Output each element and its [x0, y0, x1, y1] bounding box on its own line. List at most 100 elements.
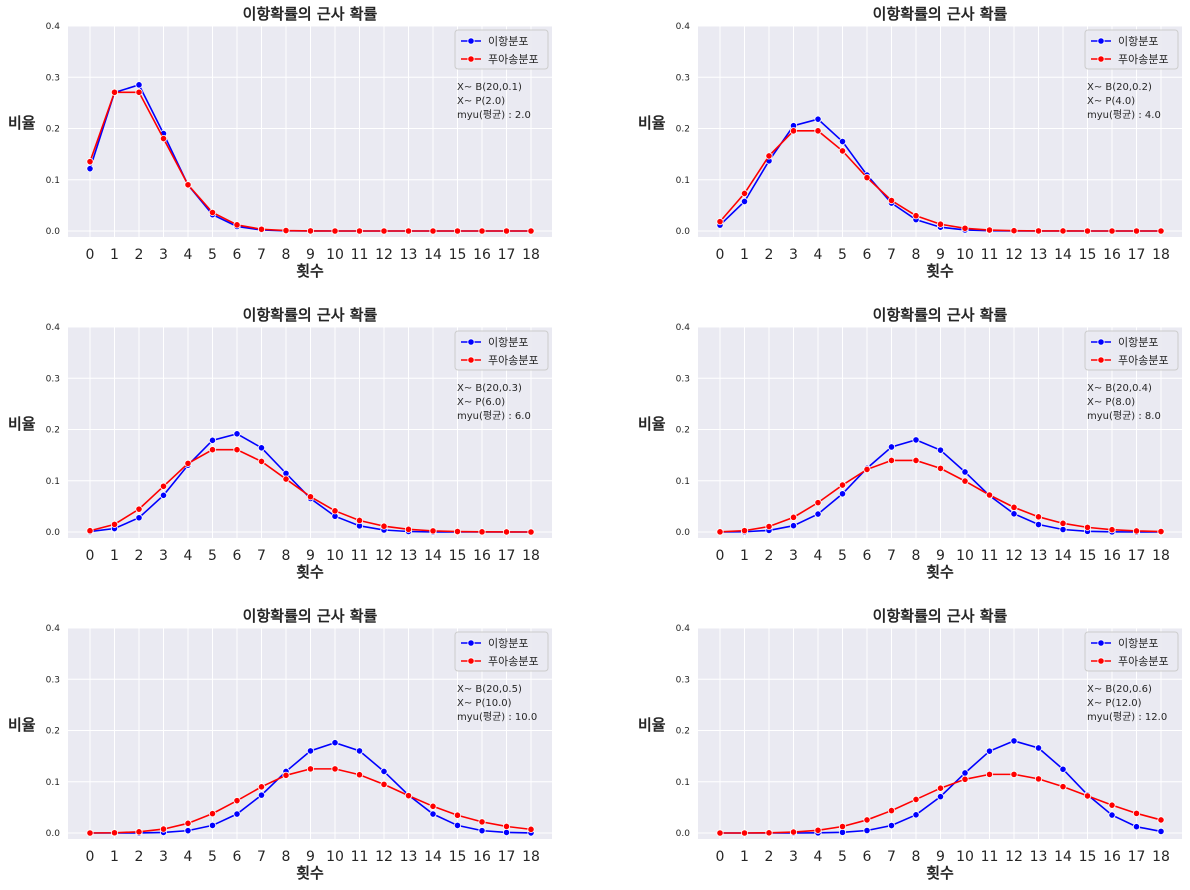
x-tick-label: 10: [326, 548, 344, 564]
chart-panel-3: 0.00.10.20.30.40 1 2 3 4 5 6 7 8 9 10 11 12 13 14 15 16 1…: [8, 306, 552, 581]
data-point-poisson: [135, 828, 143, 836]
data-point-poisson: [1083, 523, 1092, 531]
data-point-poisson: [331, 507, 339, 515]
data-point-poisson: [814, 127, 822, 135]
x-tick-label: 18: [522, 849, 540, 865]
x-axis-label: 횟수: [926, 262, 954, 280]
y-tick-label: 0.4: [676, 323, 691, 333]
y-axis-label: 비율: [638, 716, 666, 734]
x-tick-label: 3: [789, 849, 798, 865]
x-tick-label: 4: [184, 548, 193, 564]
data-point-poisson: [961, 477, 969, 485]
legend-marker: [467, 338, 475, 346]
data-point-poisson: [306, 493, 315, 501]
data-point-binomial: [740, 197, 749, 206]
x-tick-label: 11: [351, 849, 369, 865]
data-point-binomial: [502, 828, 511, 837]
data-point-poisson: [1059, 227, 1067, 235]
x-tick-label: 6: [233, 548, 242, 564]
x-tick-label: 18: [522, 247, 540, 263]
data-point-binomial: [429, 810, 437, 818]
x-tick-label: 5: [208, 849, 217, 865]
data-point-poisson: [404, 227, 413, 235]
x-tick-label: 0: [86, 548, 95, 564]
y-tick-label: 0.2: [676, 125, 690, 135]
data-point-poisson: [355, 227, 364, 235]
data-point-poisson: [789, 513, 798, 521]
legend-marker: [1097, 37, 1105, 45]
data-point-binomial: [1157, 827, 1165, 836]
x-tick-label: 6: [863, 247, 872, 263]
x-tick-label: 0: [716, 548, 725, 564]
y-tick-label: 0.4: [46, 624, 61, 634]
annotation-text: X~ P(2.0): [457, 96, 505, 107]
chart-panel-6: 0.00.10.20.30.40 1 2 3 4 5 6 7 8 9 10 11 12 13 14 15 16 1…: [638, 607, 1182, 882]
data-point-poisson: [1034, 227, 1043, 235]
y-axis-label: 비율: [638, 114, 666, 132]
data-point-binomial: [355, 747, 364, 755]
y-tick-label: 0.4: [676, 22, 691, 32]
x-tick-label: 12: [375, 247, 393, 263]
legend-label: 이항분포: [1118, 336, 1158, 349]
data-point-binomial: [135, 514, 143, 522]
data-point-poisson: [478, 227, 486, 235]
y-tick-label: 0.4: [46, 323, 61, 333]
x-tick-label: 6: [863, 548, 872, 564]
y-tick-label: 0.0: [676, 227, 691, 237]
data-point-poisson: [86, 158, 94, 166]
y-tick-label: 0.2: [46, 727, 60, 737]
y-tick-label: 0.1: [676, 176, 690, 186]
legend-marker: [467, 356, 475, 364]
data-point-poisson: [1108, 801, 1116, 809]
data-point-poisson: [912, 795, 920, 804]
data-point-poisson: [1010, 227, 1018, 235]
data-point-poisson: [306, 765, 315, 773]
x-tick-label: 8: [912, 247, 921, 263]
chart-panel-4: 0.00.10.20.30.40 1 2 3 4 5 6 7 8 9 10 11 12 13 14 15 16 1…: [638, 306, 1182, 581]
legend-marker: [1097, 356, 1105, 364]
x-tick-label: 11: [351, 548, 369, 564]
data-point-poisson: [502, 822, 511, 831]
x-tick-label: 10: [956, 247, 974, 263]
x-tick-label: 4: [814, 849, 823, 865]
legend-label: 푸아송분포: [488, 354, 539, 367]
y-tick-label: 0.3: [676, 675, 690, 685]
x-tick-label: 3: [159, 548, 168, 564]
y-axis-label: 비율: [8, 114, 36, 132]
x-tick-label: 0: [86, 849, 95, 865]
x-tick-label: 3: [789, 247, 798, 263]
x-tick-label: 18: [522, 548, 540, 564]
y-tick-label: 0.3: [676, 374, 690, 384]
x-tick-label: 17: [498, 548, 516, 564]
data-point-poisson: [404, 792, 413, 800]
legend-marker: [1097, 657, 1105, 665]
data-point-poisson: [789, 127, 798, 135]
x-tick-label: 7: [887, 548, 896, 564]
x-tick-label: 6: [233, 247, 242, 263]
data-point-binomial: [936, 446, 945, 454]
x-tick-label: 9: [306, 548, 315, 564]
y-tick-label: 0.3: [676, 73, 690, 83]
annotation-text: myu(평균) : 8.0: [1087, 410, 1161, 422]
data-point-poisson: [887, 807, 896, 815]
annotation-text: X~ P(12.0): [1087, 698, 1142, 709]
x-tick-label: 2: [135, 548, 144, 564]
x-axis-label: 횟수: [926, 864, 954, 882]
x-tick-label: 2: [765, 247, 774, 263]
data-point-poisson: [159, 825, 168, 833]
x-tick-label: 1: [740, 247, 749, 263]
x-tick-label: 5: [208, 247, 217, 263]
data-point-poisson: [912, 212, 920, 220]
data-point-poisson: [765, 829, 773, 837]
legend-label: 이항분포: [488, 35, 528, 48]
x-tick-label: 2: [765, 849, 774, 865]
data-point-poisson: [159, 134, 168, 143]
data-point-poisson: [1083, 792, 1092, 800]
x-tick-label: 14: [424, 548, 442, 564]
data-point-binomial: [257, 791, 266, 799]
y-tick-label: 0.1: [676, 778, 690, 788]
data-point-binomial: [814, 115, 822, 123]
data-point-binomial: [208, 436, 217, 444]
data-point-poisson: [1108, 227, 1116, 235]
legend-marker: [467, 55, 475, 63]
